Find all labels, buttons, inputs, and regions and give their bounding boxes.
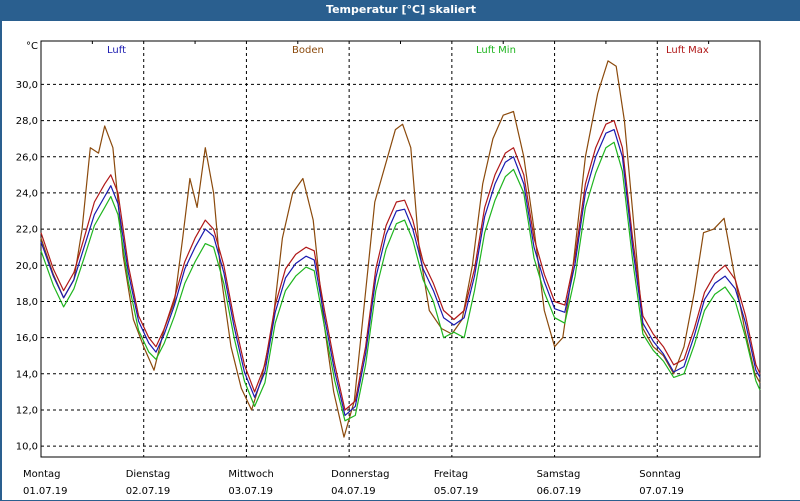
x-tick-weekday: Samstag bbox=[537, 469, 581, 480]
y-tick-label: 30,0 bbox=[16, 80, 38, 91]
x-tick-weekday: Dienstag bbox=[126, 469, 171, 480]
x-tick-weekday: Mittwoch bbox=[228, 469, 273, 480]
x-tick-date: 06.07.19 bbox=[537, 486, 582, 497]
y-axis-label: °C bbox=[26, 41, 38, 52]
series-line-luft-min bbox=[40, 141, 761, 422]
window-title: Temperatur [°C] skaliert bbox=[1, 1, 800, 21]
x-tick-date: 05.07.19 bbox=[434, 486, 479, 497]
x-tick-date: 07.07.19 bbox=[639, 486, 684, 497]
plot-frame bbox=[40, 40, 761, 458]
x-tick-weekday: Freitag bbox=[434, 469, 468, 480]
legend-boden: Boden bbox=[292, 45, 324, 56]
series-line-boden bbox=[40, 60, 761, 438]
legend-luft-min: Luft Min bbox=[476, 45, 516, 56]
chart-area: Luft Boden Luft Min Luft Max bbox=[2, 21, 800, 500]
x-tick-date: 04.07.19 bbox=[331, 486, 376, 497]
y-tick-label: 18,0 bbox=[16, 297, 38, 308]
legend-luft: Luft bbox=[107, 45, 126, 56]
y-tick-label: 20,0 bbox=[16, 261, 38, 272]
x-tick-date: 01.07.19 bbox=[23, 486, 68, 497]
y-tick-label: 14,0 bbox=[16, 369, 38, 380]
x-tick-weekday: Donnerstag bbox=[331, 469, 389, 480]
x-tick-date: 02.07.19 bbox=[126, 486, 171, 497]
y-tick-label: 16,0 bbox=[16, 333, 38, 344]
y-tick-label: 26,0 bbox=[16, 152, 38, 163]
x-tick-weekday: Sonntag bbox=[639, 469, 681, 480]
y-tick-label: 22,0 bbox=[16, 225, 38, 236]
y-tick-label: 10,0 bbox=[16, 442, 38, 453]
x-tick-date: 03.07.19 bbox=[228, 486, 273, 497]
y-tick-label: 28,0 bbox=[16, 116, 38, 127]
x-tick-weekday: Montag bbox=[23, 469, 60, 480]
y-tick-label: 24,0 bbox=[16, 188, 38, 199]
y-tick-label: 12,0 bbox=[16, 405, 38, 416]
series-line-luft-max bbox=[40, 119, 761, 411]
legend-luft-max: Luft Max bbox=[666, 45, 709, 56]
series-line-luft bbox=[40, 129, 761, 416]
